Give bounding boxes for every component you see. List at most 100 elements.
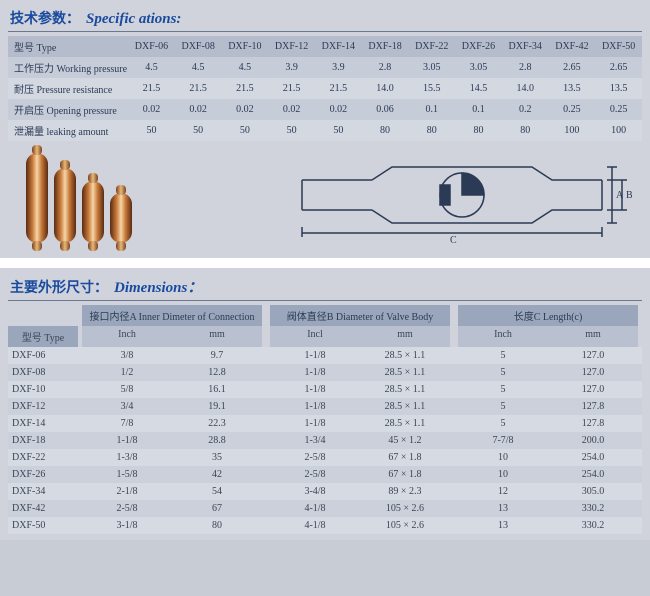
spec-cell: 3.05	[408, 57, 455, 78]
dim-cell: 127.0	[548, 381, 638, 398]
dim-pair: 5/816.1	[82, 381, 262, 398]
dim-pair-header: Inclmm	[270, 326, 450, 347]
spec-cell: 0.1	[455, 99, 502, 120]
dim-type-cell: DXF-50	[8, 517, 78, 534]
dim-cell: 305.0	[548, 483, 638, 500]
dim-cell: 35	[172, 449, 262, 466]
spec-row-label: 工作压力 Working pressure	[8, 57, 128, 78]
dim-type-cell: DXF-06	[8, 347, 78, 364]
dim-cell: 1-1/8	[270, 347, 360, 364]
dim-cell: 13	[458, 500, 548, 517]
model-col: DXF-10	[222, 36, 269, 57]
spec-cell: 0.02	[222, 99, 269, 120]
dim-cell: 127.0	[548, 364, 638, 381]
dim-cell: 16.1	[172, 381, 262, 398]
spec-cell: 4.5	[128, 57, 175, 78]
model-col: DXF-42	[549, 36, 596, 57]
dim-cell: 254.0	[548, 466, 638, 483]
spec-cell: 13.5	[549, 78, 596, 99]
model-col: DXF-08	[175, 36, 222, 57]
model-col: DXF-12	[268, 36, 315, 57]
spec-cell: 15.5	[408, 78, 455, 99]
model-col: DXF-22	[408, 36, 455, 57]
dim-group-headers: 接口内径A Inner Dimeter of Connection阀体直径B D…	[8, 305, 642, 326]
spec-cell: 3.9	[268, 57, 315, 78]
dim-pair: 1-1/828.5 × 1.1	[270, 398, 450, 415]
dim-cell: 1/2	[82, 364, 172, 381]
spec-table: 型号 Type DXF-06DXF-08DXF-10DXF-12DXF-14DX…	[8, 36, 642, 141]
dim-pair: 1-3/835	[82, 449, 262, 466]
type-label: 型号 Type	[8, 36, 128, 57]
dim-pair-header: Inchmm	[458, 326, 638, 347]
model-col: DXF-26	[455, 36, 502, 57]
dim-row: DXF-261-5/8422-5/867 × 1.810254.0	[8, 466, 642, 483]
label-A: A	[616, 190, 624, 201]
dim-type-cell: DXF-14	[8, 415, 78, 432]
dim-cell: 13	[458, 517, 548, 534]
spec-cell: 80	[408, 120, 455, 141]
label-C: C	[450, 235, 457, 245]
spec-cell: 3.9	[315, 57, 362, 78]
spec-cell: 3.05	[455, 57, 502, 78]
spec-cell: 80	[362, 120, 409, 141]
dim-type-cell: DXF-12	[8, 398, 78, 415]
model-col: DXF-34	[502, 36, 549, 57]
spec-cell: 0.02	[268, 99, 315, 120]
dim-pair: 4-1/8105 × 2.6	[270, 500, 450, 517]
spec-row: 开启压 Opening pressure0.020.020.020.020.02…	[8, 99, 642, 120]
dim-title: 主要外形尺寸：Dimensions：	[8, 274, 642, 301]
dim-cell: 42	[172, 466, 262, 483]
spec-cell: 2.65	[595, 57, 642, 78]
dim-cell: 3-1/8	[82, 517, 172, 534]
dim-type-cell: DXF-18	[8, 432, 78, 449]
dim-cell: 127.8	[548, 398, 638, 415]
dim-pair-header: Inchmm	[82, 326, 262, 347]
spec-row-label: 耐压 Pressure resistance	[8, 78, 128, 99]
spec-cell: 50	[222, 120, 269, 141]
dim-type-cell: DXF-26	[8, 466, 78, 483]
spec-cell: 0.25	[595, 99, 642, 120]
dim-pair: 3/89.7	[82, 347, 262, 364]
dim-inch-header: Inch	[82, 326, 172, 347]
dim-pair: 13330.2	[458, 517, 638, 534]
dim-cell: 67 × 1.8	[360, 449, 450, 466]
spec-cell: 0.02	[175, 99, 222, 120]
dim-row: DXF-221-3/8352-5/867 × 1.810254.0	[8, 449, 642, 466]
dim-cell: 5	[458, 364, 548, 381]
dim-cell: 7/8	[82, 415, 172, 432]
dim-row: DXF-503-1/8804-1/8105 × 2.613330.2	[8, 517, 642, 534]
dim-cell: 1-1/8	[82, 432, 172, 449]
spec-header-row: 型号 Type DXF-06DXF-08DXF-10DXF-12DXF-14DX…	[8, 36, 642, 57]
dim-cell: 7-7/8	[458, 432, 548, 449]
spec-cell: 21.5	[315, 78, 362, 99]
spec-cell: 21.5	[175, 78, 222, 99]
dim-row: DXF-105/816.11-1/828.5 × 1.15127.0	[8, 381, 642, 398]
spec-title: 技术参数：Specific ations:	[8, 6, 642, 32]
dim-pair: 5127.8	[458, 398, 638, 415]
dim-pair: 2-5/867	[82, 500, 262, 517]
spec-cell: 0.06	[362, 99, 409, 120]
dim-type-cell: DXF-34	[8, 483, 78, 500]
model-col: DXF-14	[315, 36, 362, 57]
dim-cell: 5	[458, 347, 548, 364]
dim-pair: 2-5/867 × 1.8	[270, 449, 450, 466]
tube-large	[26, 153, 48, 243]
dim-pair: 7-7/8200.0	[458, 432, 638, 449]
dim-cell: 254.0	[548, 449, 638, 466]
tube-med2	[82, 181, 104, 243]
dim-cell: 1-3/4	[270, 432, 360, 449]
dim-cell: 28.5 × 1.1	[360, 347, 450, 364]
dim-row: DXF-063/89.71-1/828.5 × 1.15127.0	[8, 347, 642, 364]
dim-type-cell: DXF-10	[8, 381, 78, 398]
dim-pair: 1-1/828.8	[82, 432, 262, 449]
spec-cell: 100	[549, 120, 596, 141]
model-col: DXF-18	[362, 36, 409, 57]
dim-cell: 105 × 2.6	[360, 500, 450, 517]
dim-cell: 9.7	[172, 347, 262, 364]
dim-mm-header: mm	[360, 326, 450, 347]
dim-pair: 4-1/8105 × 2.6	[270, 517, 450, 534]
spec-cell: 50	[128, 120, 175, 141]
spec-cell: 80	[502, 120, 549, 141]
dim-cell: 28.5 × 1.1	[360, 364, 450, 381]
dim-sub-headers: 型号 Type InchmmInclmmInchmm	[8, 326, 642, 347]
